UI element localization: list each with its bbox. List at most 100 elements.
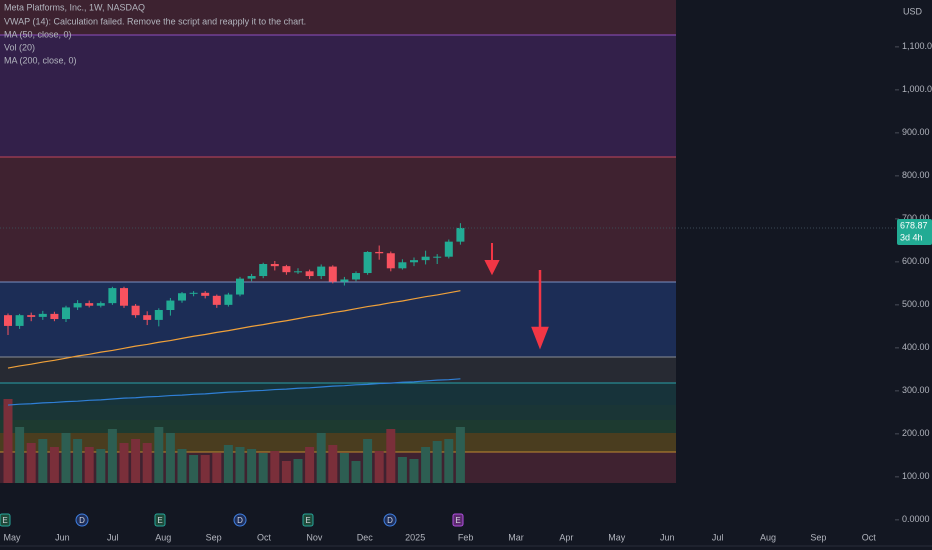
candle-body: [178, 293, 186, 301]
candle-body: [131, 305, 140, 316]
event-label: E: [305, 516, 310, 525]
volume-bar: [49, 447, 59, 483]
event-icon: [0, 513, 11, 527]
y-tick-label: 1,100.00: [902, 41, 932, 51]
candle-body: [363, 251, 372, 274]
candle-body: [166, 300, 175, 311]
zone: [0, 383, 676, 405]
volume-bar: [15, 427, 25, 483]
x-tick-label: Oct: [862, 532, 877, 542]
ma-line: [7, 378, 461, 406]
candle-body: [282, 266, 291, 273]
candle-body: [4, 315, 12, 326]
volume-bar: [38, 439, 48, 483]
volume-bar: [235, 447, 245, 483]
x-tick-label: May: [608, 532, 626, 542]
zone: [0, 0, 676, 35]
x-tick-label: Feb: [458, 532, 474, 542]
candle-body: [38, 313, 47, 317]
legend-item: Vol (20): [4, 42, 35, 52]
event-icon: [302, 513, 314, 527]
volume-bar: [3, 399, 13, 483]
volume-bar: [386, 429, 396, 483]
y-tick-label: 100.00: [902, 471, 930, 481]
y-tick-label: 900.00: [902, 127, 930, 137]
candle-body: [410, 260, 418, 263]
candle-body: [456, 227, 465, 242]
candle-body: [294, 271, 302, 273]
volume-bar: [131, 439, 141, 483]
y-tick-label: 600.00: [902, 256, 930, 266]
candle-body: [328, 266, 337, 282]
volume-bar: [177, 449, 187, 483]
zones: [0, 0, 676, 483]
currency: USD: [903, 6, 923, 16]
y-tick-label: 300.00: [902, 385, 930, 395]
volume-bar: [107, 429, 117, 483]
event-label: D: [387, 516, 393, 525]
x-tick-label: Jun: [660, 532, 675, 542]
candle-body: [352, 273, 360, 280]
price-label: 678.87: [900, 220, 928, 230]
volume-bar: [374, 451, 384, 483]
zone: [0, 420, 676, 433]
volume-bar: [154, 427, 164, 483]
candle-body: [108, 288, 117, 304]
event-label: D: [79, 516, 85, 525]
candle-body: [386, 253, 395, 269]
zone: [0, 157, 676, 282]
volume-bar: [455, 427, 465, 483]
volume-bar: [84, 447, 94, 483]
volume-bar: [223, 445, 233, 483]
price-tag: [897, 218, 932, 245]
volume-bar: [61, 433, 71, 483]
candle-body: [433, 256, 442, 258]
volume-bar: [363, 439, 373, 483]
volume-bar: [432, 441, 442, 483]
y-tick-label: 700.00: [902, 213, 930, 223]
candle-body: [305, 271, 314, 277]
volume-bar: [119, 443, 129, 483]
event-icon: [233, 513, 247, 527]
legend-item: MA (200, close, 0): [4, 55, 77, 65]
x-tick-label: Apr: [559, 532, 573, 542]
candle-body: [247, 276, 256, 279]
candle-body: [398, 262, 407, 269]
volume-bar: [270, 451, 280, 483]
volume-bar: [444, 439, 454, 483]
volume-bar: [73, 439, 83, 483]
volume-bar: [26, 443, 36, 483]
event-icon: [154, 513, 166, 527]
candle-body: [421, 256, 430, 261]
candle-body: [189, 292, 198, 294]
ma-line: [7, 290, 461, 369]
y-tick-label: 500.00: [902, 299, 930, 309]
y-tick-label: 1,000.00: [902, 84, 932, 94]
arrow: [484, 243, 500, 276]
candle-body: [85, 303, 94, 306]
zone: [0, 357, 676, 383]
y-tick-label: 400.00: [902, 342, 930, 352]
volume-bar: [293, 459, 303, 483]
y-tick-label: 800.00: [902, 170, 930, 180]
x-tick-label: Nov: [306, 532, 323, 542]
legend-item: VWAP (14): Calculation failed. Remove th…: [4, 16, 306, 26]
volume-bar: [258, 453, 268, 483]
volume-bar: [212, 453, 222, 483]
event-label: D: [237, 516, 243, 525]
y-tick-label: 0.0000: [902, 514, 930, 524]
event-icon: [75, 513, 89, 527]
x-tick-label: Sep: [206, 532, 222, 542]
volume-bar: [339, 453, 349, 483]
candle-body: [96, 303, 105, 306]
volume-bar: [142, 443, 152, 483]
y-tick-label: 200.00: [902, 428, 930, 438]
x-tick-label: Sep: [810, 532, 826, 542]
event-label: E: [157, 516, 162, 525]
x-tick-label: 2025: [405, 532, 425, 542]
x-tick-label: Jun: [55, 532, 70, 542]
volume-bar: [421, 447, 431, 483]
x-tick-label: Dec: [357, 532, 374, 542]
candle-body: [212, 295, 221, 305]
